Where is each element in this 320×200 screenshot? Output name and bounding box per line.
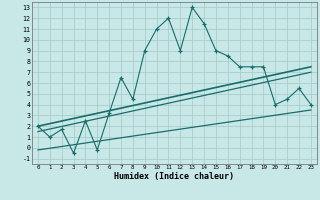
X-axis label: Humidex (Indice chaleur): Humidex (Indice chaleur) xyxy=(115,172,234,181)
